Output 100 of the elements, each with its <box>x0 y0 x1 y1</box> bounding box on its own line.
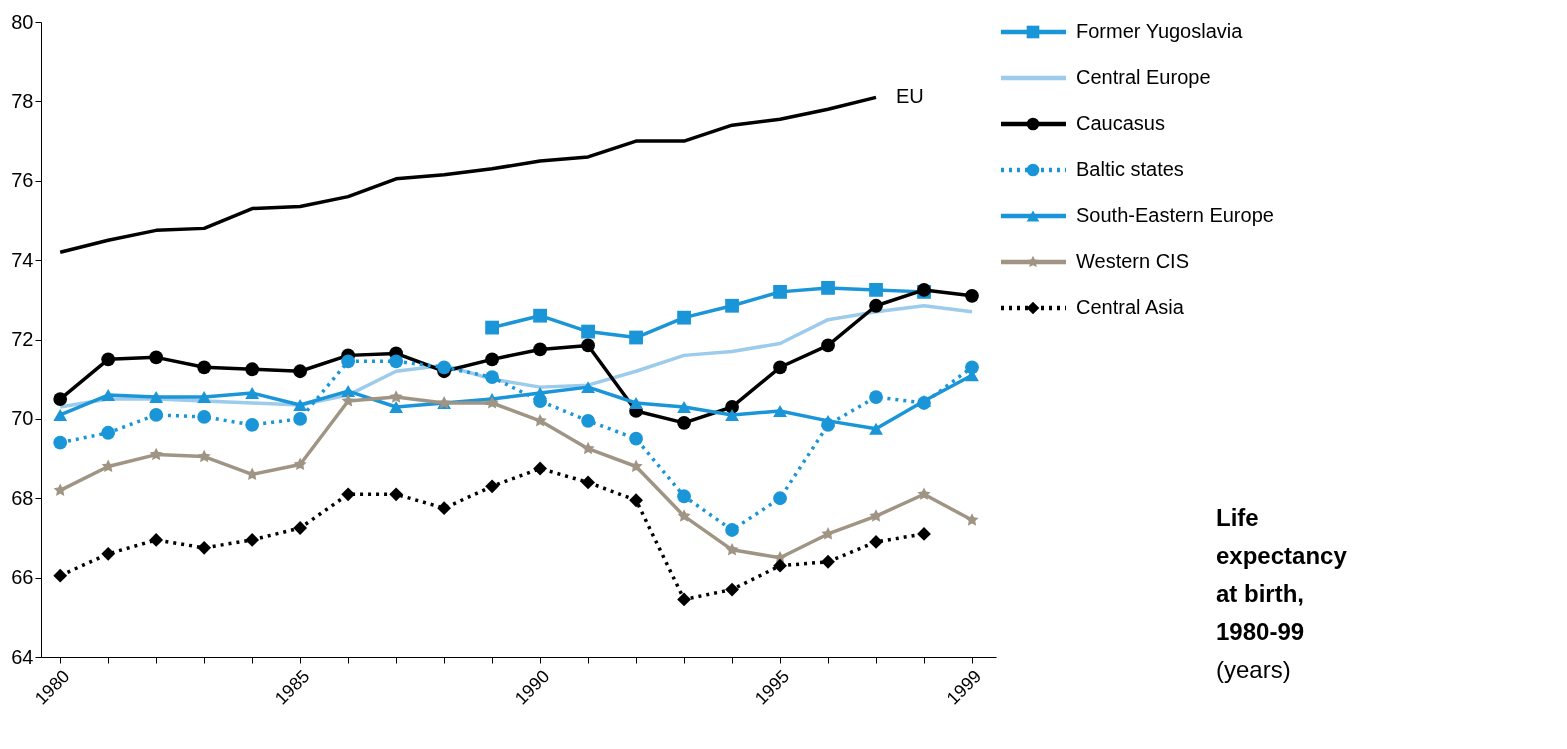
y-tick-label: 70 <box>11 407 34 430</box>
point <box>149 350 164 365</box>
legend-label: Central Asia <box>1076 296 1185 318</box>
point <box>245 533 260 547</box>
point <box>677 415 691 430</box>
point <box>869 390 883 404</box>
legend-label: Baltic states <box>1076 158 1184 180</box>
point <box>197 449 211 463</box>
y-tick-label: 80 <box>11 10 34 33</box>
point <box>629 459 643 473</box>
point <box>437 360 452 375</box>
point <box>197 540 212 555</box>
point <box>341 394 355 407</box>
point <box>581 413 595 428</box>
line-series <box>58 95 878 254</box>
point <box>149 391 164 404</box>
point <box>581 324 595 339</box>
legend-label: Former Yugoslavia <box>1076 20 1244 42</box>
point <box>149 533 164 547</box>
point <box>869 509 883 522</box>
point <box>485 352 499 367</box>
point <box>725 582 739 597</box>
point <box>293 521 308 535</box>
point <box>341 385 356 398</box>
point <box>677 509 691 522</box>
point <box>437 501 452 516</box>
point <box>533 461 547 476</box>
point <box>629 397 643 409</box>
point <box>821 281 835 295</box>
point <box>725 542 739 556</box>
point <box>869 283 883 297</box>
point <box>533 342 547 357</box>
point <box>101 352 116 367</box>
point <box>917 487 931 500</box>
point <box>53 392 68 406</box>
point <box>965 288 979 303</box>
point <box>149 408 164 422</box>
point <box>677 592 691 607</box>
text: Life expectancy at birth, 1980-99 <box>1216 504 1348 645</box>
y-tick-label: 74 <box>11 248 34 271</box>
point <box>629 330 643 345</box>
legend-label: Western CIS <box>1076 250 1189 272</box>
point <box>581 381 595 394</box>
point <box>389 487 404 502</box>
point <box>965 360 979 375</box>
point <box>677 310 691 325</box>
point <box>245 467 259 481</box>
point <box>677 401 691 413</box>
y-tick-label: 66 <box>11 566 34 589</box>
y-tick-label: 78 <box>11 89 34 112</box>
point <box>821 554 835 569</box>
point <box>533 308 547 323</box>
point <box>581 338 595 353</box>
point <box>53 408 68 421</box>
point <box>389 390 403 403</box>
point <box>149 447 163 461</box>
point <box>293 457 307 471</box>
point <box>197 360 212 375</box>
point <box>293 412 308 426</box>
point <box>101 459 115 473</box>
point <box>821 527 835 540</box>
point <box>725 298 739 313</box>
point <box>101 389 116 402</box>
point <box>53 483 67 496</box>
point <box>101 425 116 440</box>
y-tick-label: 76 <box>11 169 34 192</box>
point <box>293 364 308 379</box>
point <box>773 404 787 417</box>
point <box>869 422 883 435</box>
point <box>197 391 212 404</box>
point <box>197 410 212 424</box>
annotation: EU <box>896 85 924 108</box>
point <box>581 441 595 455</box>
point <box>389 354 404 369</box>
point <box>725 523 739 537</box>
point <box>773 491 787 506</box>
point <box>53 435 68 450</box>
point <box>965 513 979 526</box>
point <box>341 354 356 369</box>
point <box>581 475 595 490</box>
point <box>341 487 356 502</box>
point <box>773 360 787 375</box>
y-tick-label: 68 <box>11 486 34 509</box>
point <box>485 320 499 335</box>
point <box>245 362 260 377</box>
legend-label: Caucasus <box>1076 112 1165 134</box>
point <box>389 401 404 413</box>
text: (years) <box>1216 656 1291 683</box>
point <box>53 568 68 583</box>
point <box>485 370 499 385</box>
point <box>677 489 691 504</box>
point <box>485 396 499 409</box>
point <box>869 298 883 313</box>
legend-label: South-Eastern Europe <box>1076 204 1274 226</box>
point <box>821 338 835 353</box>
point <box>533 387 547 400</box>
point <box>245 387 260 400</box>
point <box>245 417 260 432</box>
point <box>773 558 787 573</box>
point <box>101 546 116 561</box>
